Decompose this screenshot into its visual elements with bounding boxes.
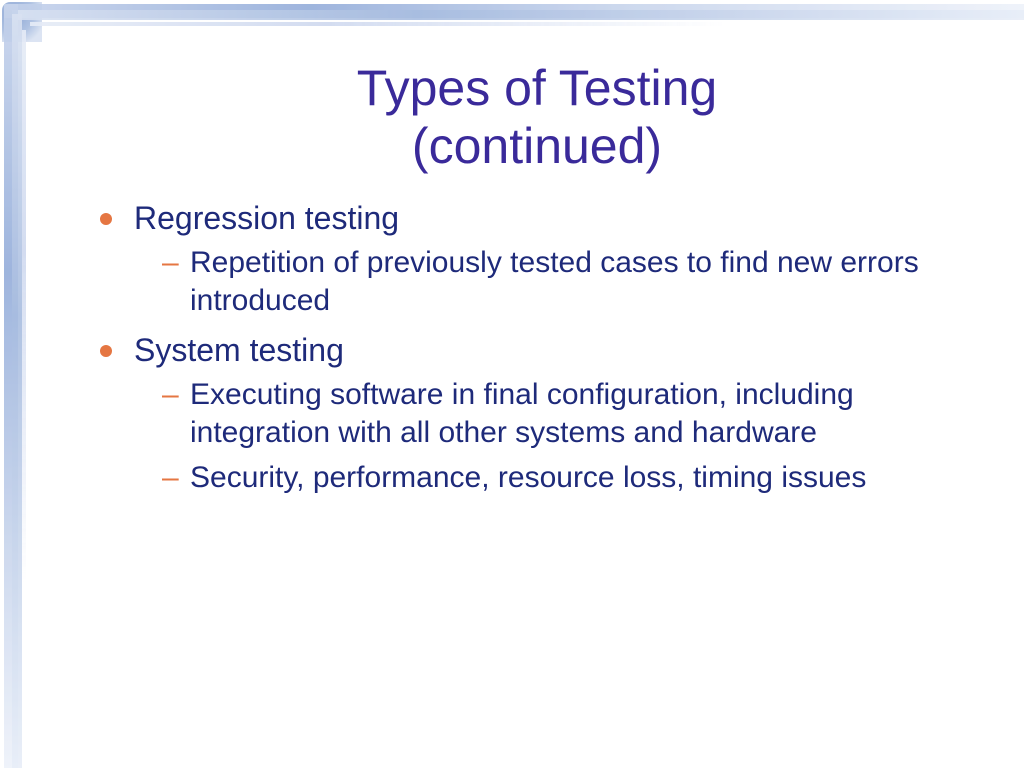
slide-title: Types of Testing (continued) <box>90 60 984 175</box>
bullet-text: System testing <box>134 332 344 368</box>
sub-bullet-text: Repetition of previously tested cases to… <box>190 246 919 317</box>
sub-bullet-text: Executing software in final configuratio… <box>190 378 854 449</box>
bullet-level2: Security, performance, resource loss, ti… <box>134 459 984 497</box>
bullet-text: Regression testing <box>134 200 399 236</box>
bullet-level1: Regression testing Repetition of previou… <box>90 199 984 321</box>
slide-content: Types of Testing (continued) Regression … <box>90 60 984 507</box>
bullet-level2: Repetition of previously tested cases to… <box>134 244 984 321</box>
sub-bullet-text: Security, performance, resource loss, ti… <box>190 461 866 494</box>
title-line-2: (continued) <box>412 118 662 174</box>
bullet-level1: System testing Executing software in fin… <box>90 331 984 497</box>
bullet-level2: Executing software in final configuratio… <box>134 376 984 453</box>
slide-body: Regression testing Repetition of previou… <box>90 199 984 497</box>
slide: Types of Testing (continued) Regression … <box>0 0 1024 768</box>
title-line-1: Types of Testing <box>357 60 717 116</box>
